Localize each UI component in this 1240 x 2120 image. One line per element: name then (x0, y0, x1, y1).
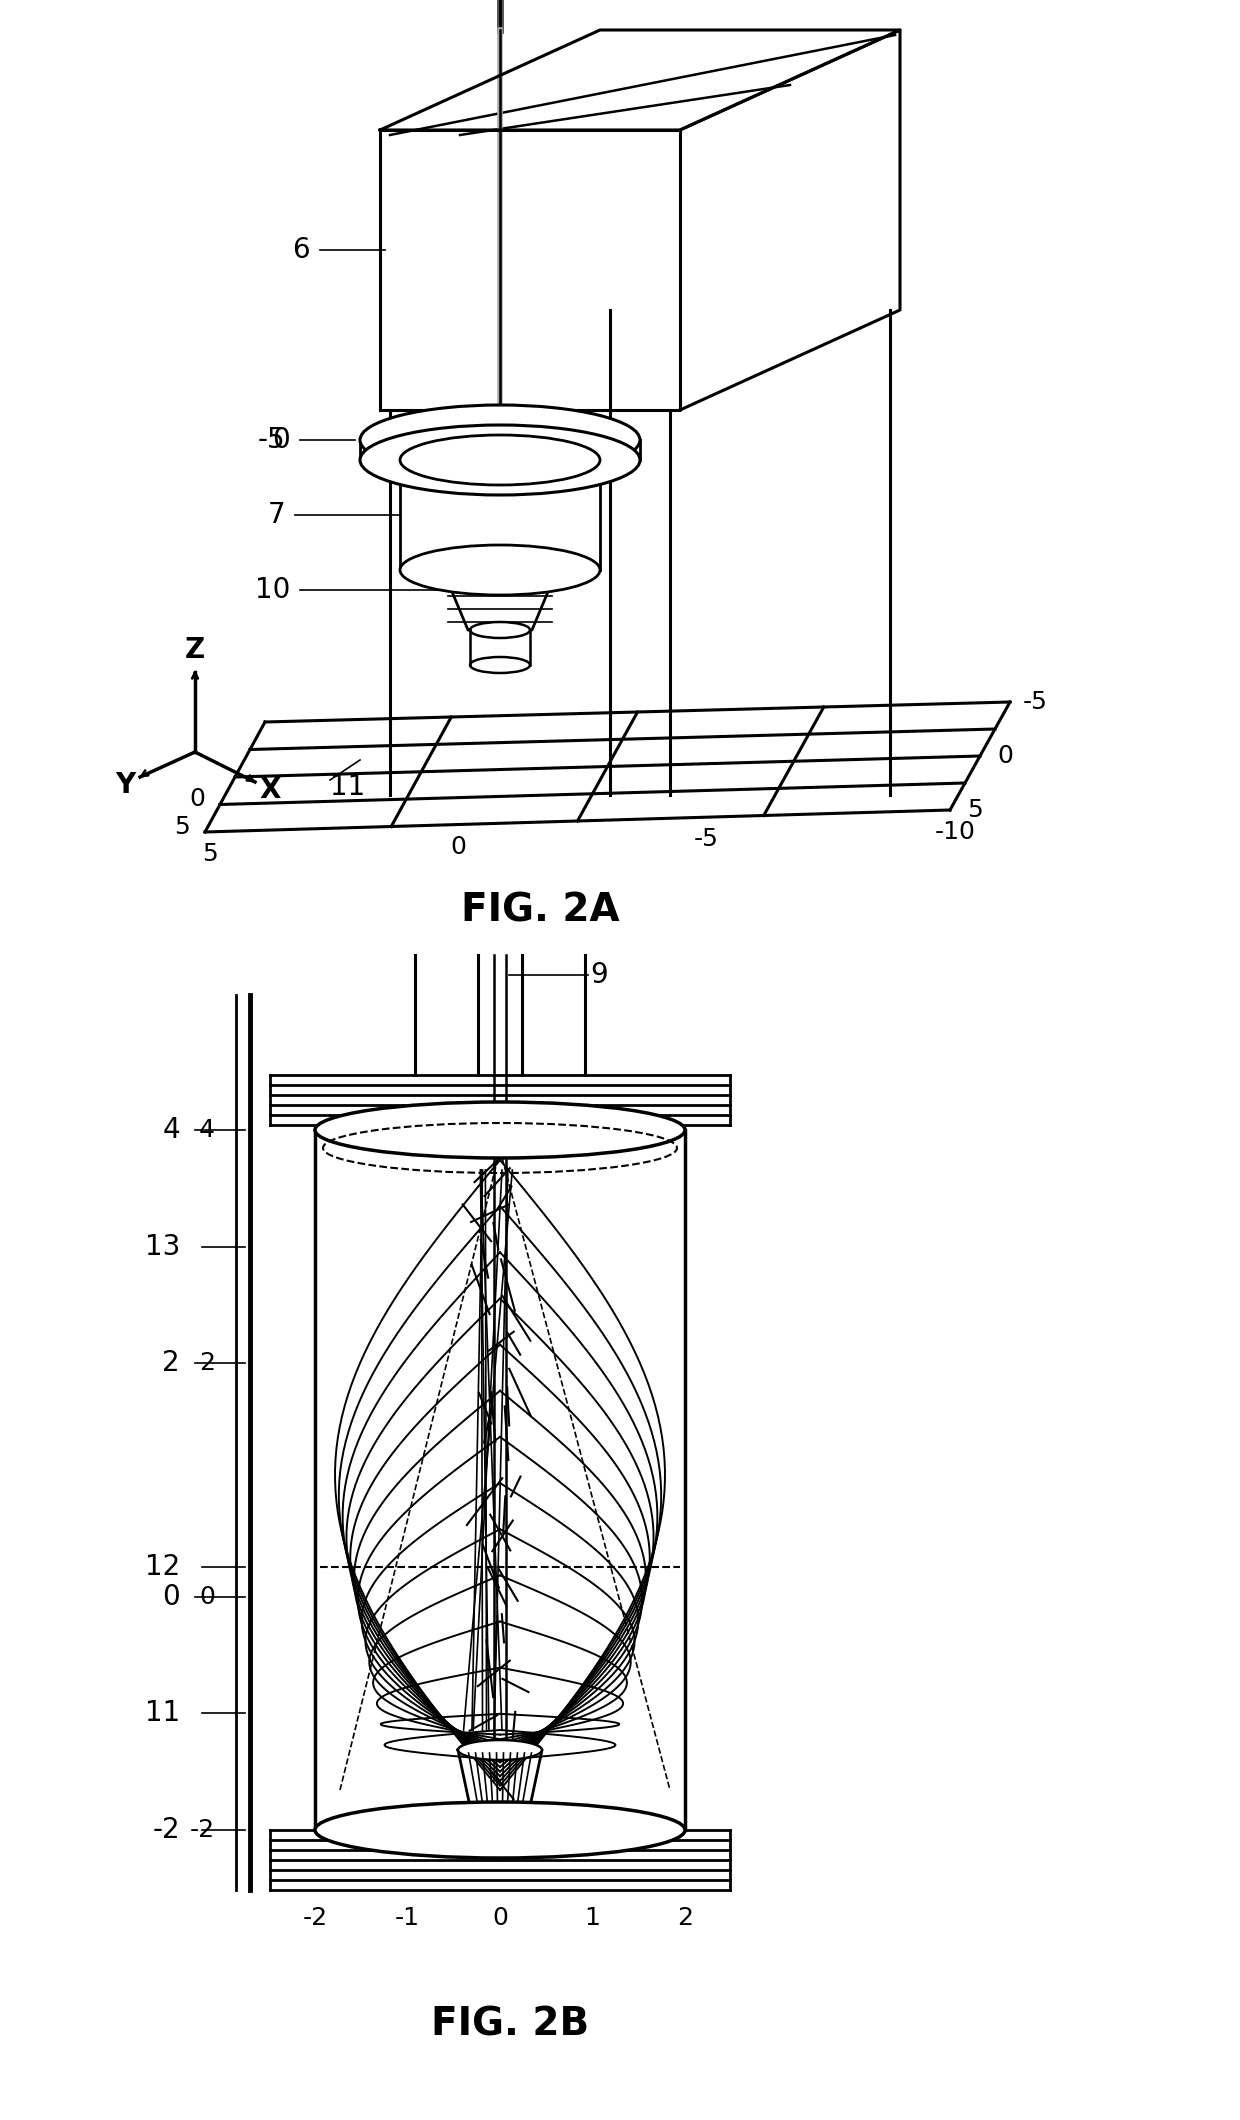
Text: 2: 2 (198, 1350, 215, 1376)
Text: 7: 7 (268, 500, 285, 530)
Text: -10: -10 (935, 820, 976, 844)
Text: X: X (259, 776, 280, 803)
Text: 5: 5 (202, 842, 218, 865)
Text: FIG. 2A: FIG. 2A (461, 890, 619, 929)
Text: 11: 11 (330, 774, 366, 801)
Text: 2: 2 (162, 1348, 180, 1378)
Text: 9: 9 (590, 960, 608, 990)
Text: 0: 0 (997, 744, 1013, 767)
Text: 0: 0 (450, 835, 466, 859)
Ellipse shape (475, 1823, 525, 1838)
Text: 0: 0 (162, 1584, 180, 1611)
Ellipse shape (315, 1102, 684, 1158)
Text: 13: 13 (145, 1232, 180, 1261)
Text: 0: 0 (190, 787, 205, 812)
Ellipse shape (401, 545, 600, 596)
Ellipse shape (470, 621, 529, 638)
Text: 6: 6 (293, 235, 310, 265)
Text: 0: 0 (492, 1906, 508, 1929)
Ellipse shape (360, 405, 640, 475)
Text: -2: -2 (153, 1817, 180, 1844)
Text: -5: -5 (1023, 689, 1048, 714)
Text: 4: 4 (162, 1115, 180, 1145)
Ellipse shape (401, 435, 600, 485)
Text: 0: 0 (273, 426, 290, 454)
Ellipse shape (458, 1741, 542, 1760)
Text: Y: Y (115, 772, 135, 799)
Text: -1: -1 (396, 1906, 420, 1929)
Text: 10: 10 (254, 577, 290, 604)
Text: -2: -2 (190, 1819, 215, 1842)
Text: 0: 0 (200, 1584, 215, 1609)
Ellipse shape (470, 657, 529, 672)
Text: 5: 5 (967, 797, 983, 823)
Text: 4: 4 (198, 1117, 215, 1143)
Text: FIG. 2B: FIG. 2B (432, 2006, 589, 2044)
Text: Z: Z (185, 636, 205, 664)
Text: 5: 5 (175, 814, 190, 840)
Text: -5: -5 (258, 426, 285, 454)
Text: -5: -5 (694, 827, 719, 852)
Ellipse shape (360, 424, 640, 494)
Text: 11: 11 (145, 1700, 180, 1728)
Text: -2: -2 (303, 1906, 327, 1929)
Text: 2: 2 (677, 1906, 693, 1929)
Ellipse shape (315, 1802, 684, 1857)
Text: 1: 1 (584, 1906, 600, 1929)
Text: 12: 12 (145, 1552, 180, 1582)
